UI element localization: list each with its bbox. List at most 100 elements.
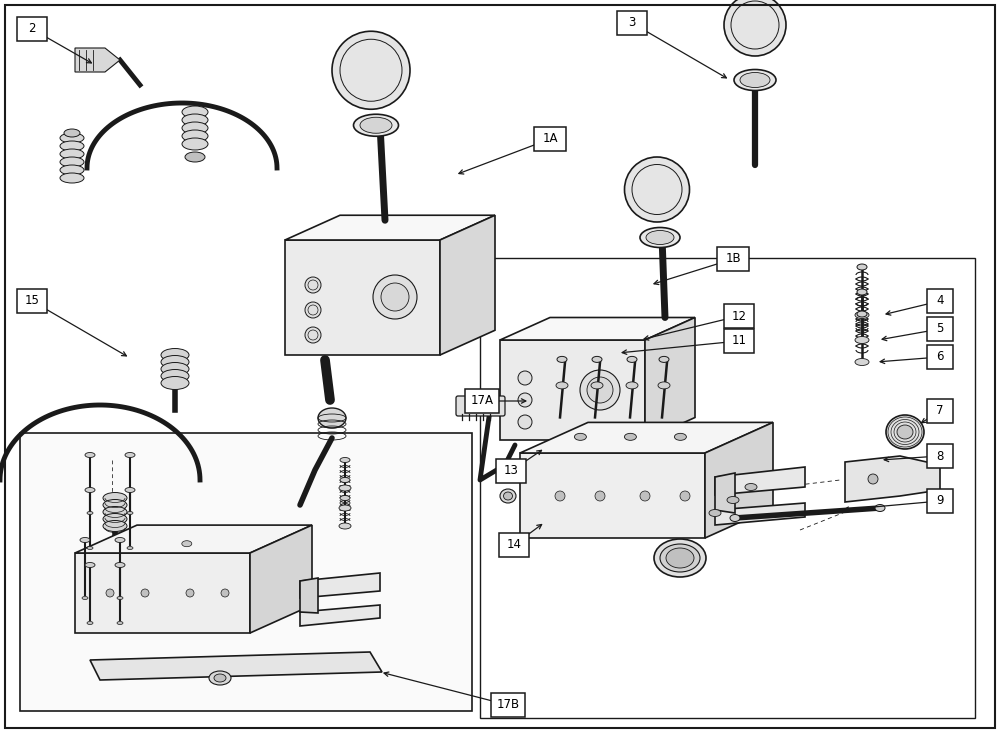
Ellipse shape (875, 504, 885, 512)
Text: 8: 8 (936, 449, 944, 463)
Ellipse shape (125, 452, 135, 457)
Ellipse shape (855, 336, 869, 344)
Ellipse shape (740, 73, 770, 87)
Ellipse shape (318, 408, 346, 428)
Text: 7: 7 (936, 405, 944, 418)
Ellipse shape (214, 674, 226, 682)
Circle shape (580, 370, 620, 410)
Ellipse shape (886, 415, 924, 449)
Text: 15: 15 (25, 295, 39, 308)
Ellipse shape (340, 477, 350, 482)
Ellipse shape (557, 356, 567, 362)
Polygon shape (285, 216, 495, 240)
Circle shape (555, 491, 565, 501)
Circle shape (186, 589, 194, 597)
Polygon shape (705, 422, 773, 538)
FancyBboxPatch shape (927, 289, 953, 313)
Ellipse shape (117, 597, 123, 600)
Ellipse shape (640, 227, 680, 248)
FancyBboxPatch shape (927, 444, 953, 468)
Circle shape (106, 589, 114, 597)
Ellipse shape (709, 509, 721, 517)
Ellipse shape (103, 493, 127, 504)
Text: 1A: 1A (542, 133, 558, 145)
Ellipse shape (857, 311, 867, 317)
Ellipse shape (161, 348, 189, 361)
Ellipse shape (161, 377, 189, 389)
Ellipse shape (591, 382, 603, 389)
Ellipse shape (556, 382, 568, 389)
FancyBboxPatch shape (927, 345, 953, 369)
Ellipse shape (80, 537, 90, 542)
Circle shape (381, 283, 409, 311)
Circle shape (221, 589, 229, 597)
Text: 2: 2 (28, 23, 36, 35)
Ellipse shape (339, 523, 351, 529)
Text: 6: 6 (936, 350, 944, 364)
Text: 3: 3 (628, 17, 636, 29)
Ellipse shape (182, 114, 208, 126)
Ellipse shape (182, 122, 208, 134)
Ellipse shape (161, 363, 189, 375)
Polygon shape (300, 573, 380, 598)
Ellipse shape (125, 487, 135, 493)
Ellipse shape (127, 512, 133, 515)
Ellipse shape (857, 289, 867, 295)
Polygon shape (300, 605, 380, 626)
Ellipse shape (103, 520, 127, 531)
Bar (480, 258, 975, 718)
Polygon shape (90, 652, 382, 680)
Ellipse shape (730, 515, 740, 521)
Circle shape (868, 474, 878, 484)
Circle shape (141, 589, 149, 597)
Text: 14: 14 (507, 539, 522, 551)
Polygon shape (520, 453, 705, 538)
Ellipse shape (897, 425, 913, 439)
Circle shape (305, 327, 321, 343)
Ellipse shape (339, 505, 351, 511)
Circle shape (373, 275, 417, 319)
Ellipse shape (115, 537, 125, 542)
Ellipse shape (87, 547, 93, 550)
FancyBboxPatch shape (499, 533, 529, 557)
FancyBboxPatch shape (465, 389, 499, 413)
Text: 4: 4 (936, 295, 944, 308)
Ellipse shape (332, 32, 410, 109)
Circle shape (595, 491, 605, 501)
Ellipse shape (60, 157, 84, 167)
Polygon shape (300, 578, 318, 613)
Circle shape (305, 302, 321, 318)
Ellipse shape (674, 433, 686, 441)
FancyBboxPatch shape (724, 329, 754, 353)
FancyBboxPatch shape (927, 399, 953, 423)
FancyBboxPatch shape (724, 304, 754, 328)
Polygon shape (500, 340, 645, 440)
Polygon shape (75, 525, 312, 553)
Circle shape (518, 371, 532, 385)
Polygon shape (500, 317, 695, 340)
Ellipse shape (127, 547, 133, 550)
Circle shape (518, 393, 532, 407)
Ellipse shape (115, 562, 125, 567)
FancyBboxPatch shape (491, 693, 525, 717)
Ellipse shape (82, 597, 88, 600)
Ellipse shape (504, 492, 512, 500)
Polygon shape (715, 467, 805, 495)
Ellipse shape (727, 496, 739, 504)
Circle shape (305, 277, 321, 293)
Polygon shape (440, 216, 495, 355)
Ellipse shape (85, 487, 95, 493)
Ellipse shape (60, 149, 84, 159)
Ellipse shape (627, 356, 637, 362)
Ellipse shape (161, 356, 189, 369)
Ellipse shape (340, 457, 350, 463)
Ellipse shape (855, 358, 869, 366)
Circle shape (680, 491, 690, 501)
Ellipse shape (117, 622, 123, 625)
Text: 5: 5 (936, 323, 944, 336)
Text: 1B: 1B (725, 252, 741, 265)
Circle shape (640, 491, 650, 501)
FancyBboxPatch shape (17, 17, 47, 41)
Ellipse shape (658, 382, 670, 389)
Ellipse shape (64, 129, 80, 137)
